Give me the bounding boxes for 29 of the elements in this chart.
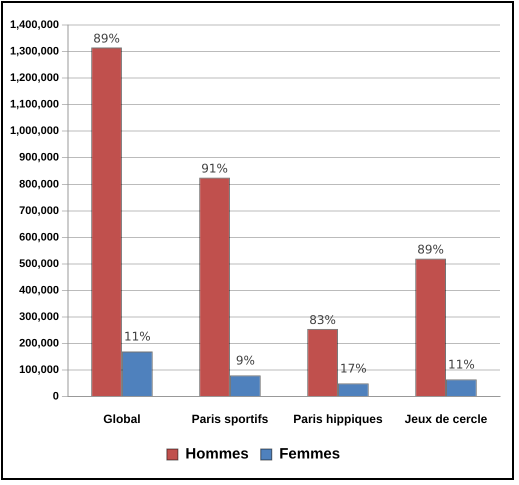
x-tick-label: Paris sportifs — [192, 412, 269, 426]
y-tick-label: 500,000 — [19, 258, 59, 270]
y-tick-label: 1,300,000 — [10, 46, 59, 58]
legend-label: Femmes — [279, 446, 340, 463]
y-tick-label: 1,200,000 — [10, 72, 59, 84]
x-tick-label: Jeux de cercle — [404, 412, 488, 426]
y-tick-label: 300,000 — [19, 311, 59, 324]
y-tick-label: 200,000 — [19, 338, 59, 350]
y-tick-label: 800,000 — [19, 178, 59, 190]
y-tick-label: 600,000 — [19, 231, 59, 244]
annotation: 91% — [201, 162, 228, 176]
y-tick-label: 400,000 — [19, 284, 59, 296]
y-tick-label: 1,100,000 — [10, 98, 59, 111]
annotation: 17% — [340, 361, 367, 376]
annotation: 11% — [448, 357, 475, 372]
x-tick-label: Paris hippiques — [293, 412, 383, 426]
annotation: 83% — [309, 313, 336, 328]
legend-label: Hommes — [185, 446, 249, 463]
y-tick-label: 1,000,000 — [10, 125, 59, 138]
annotation: 89% — [417, 242, 444, 257]
y-tick-label: 100,000 — [19, 364, 59, 376]
annotation: 11% — [124, 330, 151, 344]
y-tick-label: 1,400,000 — [10, 19, 59, 32]
y-tick-label: 700,000 — [19, 204, 59, 217]
annotation: 9% — [236, 353, 255, 368]
y-tick-label: 900,000 — [19, 152, 59, 164]
y-tick-label: 0 — [52, 390, 59, 403]
annotation: 89% — [93, 32, 120, 46]
x-tick-label: Global — [103, 412, 141, 426]
